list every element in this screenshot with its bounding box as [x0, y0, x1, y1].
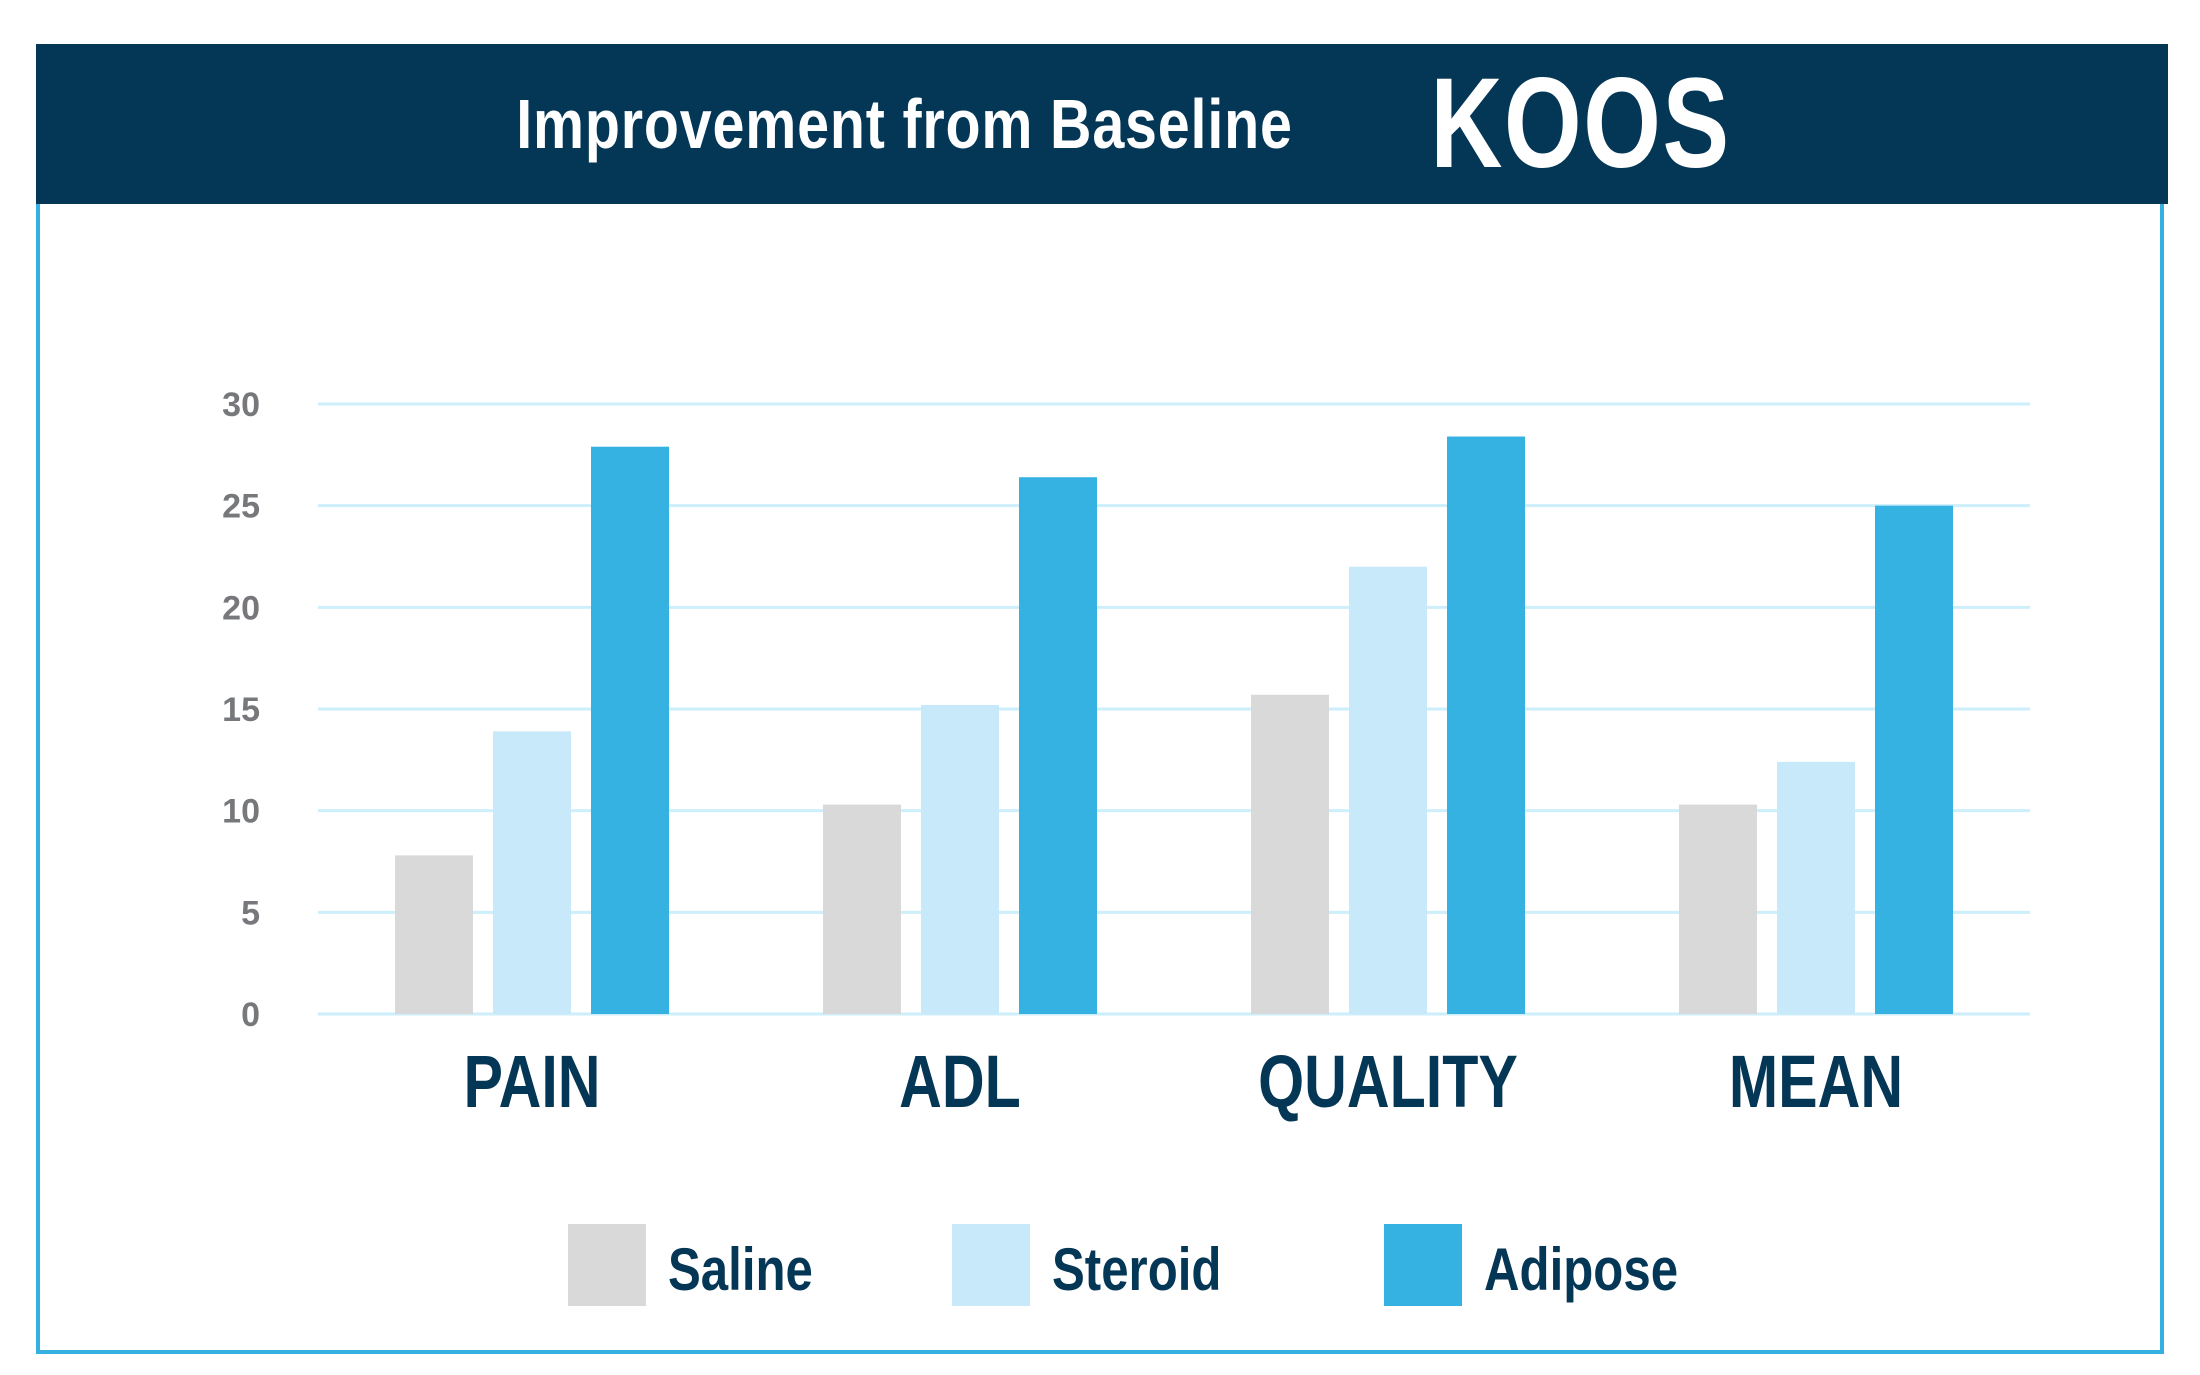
- category-label-adl: ADL: [899, 1041, 1021, 1124]
- y-tick-label: 0: [241, 996, 260, 1034]
- legend-swatch-saline: [568, 1224, 646, 1306]
- y-axis-ticks: 0 5 10 15 20 25 30: [222, 386, 260, 1034]
- bar-saline-mean: [1679, 804, 1757, 1014]
- bar-saline-quality: [1251, 694, 1329, 1014]
- grid-lines: [318, 402, 2030, 1016]
- bar-saline-adl: [823, 804, 901, 1014]
- y-tick-label: 25: [222, 488, 260, 526]
- legend-swatch-steroid: [952, 1224, 1030, 1306]
- category-label-pain: PAIN: [463, 1041, 600, 1124]
- bar-steroid-quality: [1349, 566, 1427, 1014]
- bar-adipose-mean: [1875, 505, 1953, 1014]
- legend-label-steroid: Steroid: [1052, 1235, 1221, 1303]
- bar-steroid-adl: [921, 704, 999, 1014]
- legend: Saline Steroid Adipose: [568, 1224, 1678, 1306]
- bar-steroid-mean: [1777, 761, 1855, 1014]
- bar-adipose-quality: [1447, 436, 1525, 1014]
- bars: [395, 436, 1953, 1014]
- y-tick-label: 15: [222, 691, 260, 729]
- bar-steroid-pain: [493, 731, 571, 1014]
- chart-header: Improvement from Baseline KOOS: [36, 44, 2168, 204]
- legend-label-adipose: Adipose: [1484, 1235, 1678, 1303]
- y-tick-label: 30: [222, 386, 260, 424]
- category-label-mean: MEAN: [1729, 1041, 1903, 1124]
- chart-frame: [36, 44, 2164, 1354]
- chart-title-emphasis: KOOS: [1430, 52, 1731, 195]
- y-tick-label: 5: [241, 894, 260, 932]
- bar-adipose-pain: [591, 446, 669, 1014]
- y-tick-label: 10: [222, 793, 260, 831]
- bar-adipose-adl: [1019, 477, 1097, 1014]
- legend-swatch-adipose: [1384, 1224, 1462, 1306]
- chart-title: Improvement from Baseline: [516, 85, 1293, 163]
- bar-saline-pain: [395, 855, 473, 1014]
- category-labels: PAIN ADL QUALITY MEAN: [463, 1041, 1903, 1124]
- y-tick-label: 20: [222, 589, 260, 627]
- category-label-quality: QUALITY: [1258, 1041, 1518, 1124]
- legend-label-saline: Saline: [668, 1235, 813, 1303]
